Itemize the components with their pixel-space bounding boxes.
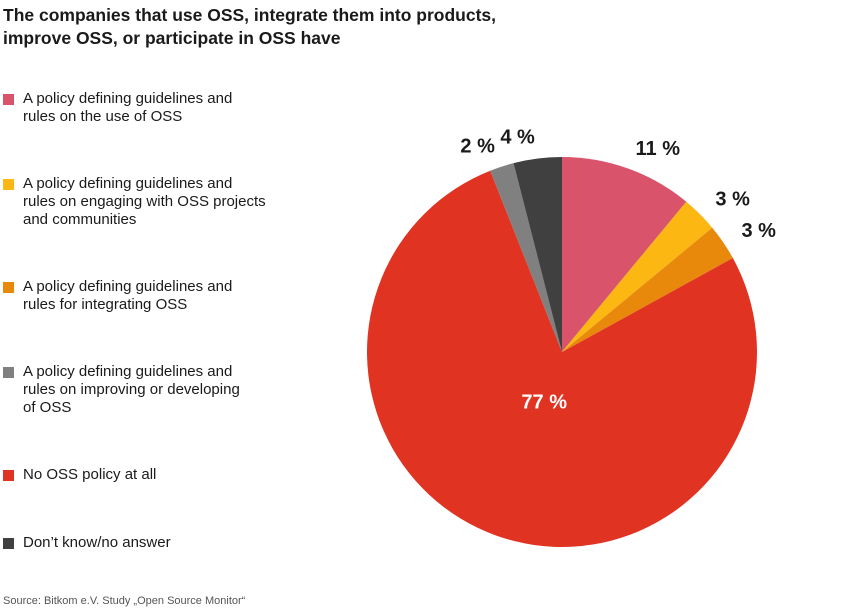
pie-label-oss-engagement-policy: 3 %	[715, 189, 750, 211]
pie-slices	[366, 157, 757, 547]
legend-item-no-oss-policy: No OSS policy at all	[3, 466, 303, 484]
legend-item-oss-improvement-policy: A policy defining guidelines and rules o…	[3, 363, 303, 417]
legend-swatch	[3, 538, 14, 549]
pie-slice-dont-know	[513, 157, 562, 352]
legend-label: Don’t know/no answer	[23, 534, 303, 552]
legend-label: A policy defining guidelines and rules o…	[23, 175, 303, 229]
legend-label-line: and communities	[23, 211, 137, 228]
legend-label: A policy defining guidelines and rules o…	[23, 90, 303, 126]
pie-slice-oss-improvement-policy	[490, 163, 562, 352]
legend-label-line: rules for integrating OSS	[23, 296, 188, 313]
legend-label-line: A policy defining guidelines and	[23, 175, 233, 192]
pie-slice-no-oss-policy	[366, 170, 757, 547]
legend-swatch	[3, 94, 14, 105]
pie-label-no-oss-policy: 77 %	[521, 392, 567, 414]
legend-label: A policy defining guidelines and rules f…	[23, 278, 303, 314]
legend-label-line: A policy defining guidelines and	[23, 278, 233, 295]
legend-label: A policy defining guidelines and rules o…	[23, 363, 303, 417]
legend-label-line: of OSS	[23, 399, 72, 416]
legend-swatch	[3, 282, 14, 293]
legend-item-oss-engagement-policy: A policy defining guidelines and rules o…	[3, 175, 303, 229]
chart-title-line-1: The companies that use OSS, integrate th…	[3, 5, 496, 25]
chart-title-line-2: improve OSS, or participate in OSS have	[3, 28, 341, 48]
pie-labels: 11 % 3 % 3 % 77 % 2 % 4 %	[460, 127, 776, 414]
pie-label-dont-know: 4 %	[500, 127, 535, 149]
legend-swatch	[3, 367, 14, 378]
legend-item-oss-integration-policy: A policy defining guidelines and rules f…	[3, 278, 303, 314]
legend-item-dont-know: Don’t know/no answer	[3, 534, 303, 552]
pie-label-oss-use-policy: 11 %	[636, 138, 681, 160]
legend-label-line: A policy defining guidelines and	[23, 90, 233, 107]
legend-label-line: rules on improving or developing	[23, 381, 240, 398]
legend-swatch	[3, 470, 14, 481]
pie-slice-oss-engagement-policy	[562, 201, 713, 352]
pie-slice-oss-integration-policy	[562, 227, 733, 352]
legend-item-oss-use-policy: A policy defining guidelines and rules o…	[3, 90, 303, 126]
chart-title: The companies that use OSS, integrate th…	[3, 4, 563, 50]
legend-label: No OSS policy at all	[23, 466, 303, 484]
legend-swatch	[3, 179, 14, 190]
legend-label-line: No OSS policy at all	[23, 466, 157, 483]
pie-slice-oss-use-policy	[562, 157, 687, 352]
legend-label-line: Don’t know/no answer	[23, 534, 171, 551]
pie-label-oss-integration-policy: 3 %	[742, 220, 777, 242]
legend-label-line: rules on the use of OSS	[23, 108, 183, 125]
pie-label-oss-improvement-policy: 2 %	[460, 136, 495, 158]
legend-label-line: rules on engaging with OSS projects	[23, 193, 266, 210]
source-note: Source: Bitkom e.V. Study „Open Source M…	[3, 595, 246, 607]
legend-label-line: A policy defining guidelines and	[23, 363, 233, 380]
